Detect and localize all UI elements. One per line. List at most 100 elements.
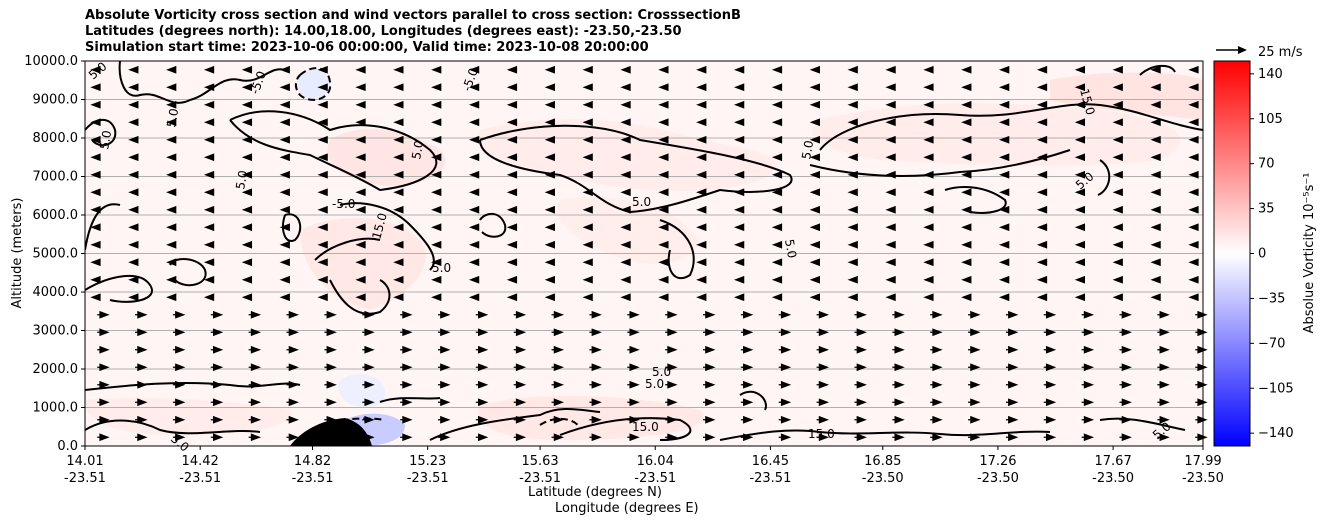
wind-vector (809, 100, 820, 109)
wind-vector (658, 275, 669, 284)
wind-vector (97, 345, 110, 354)
vorticity-patch (1050, 72, 1203, 120)
wind-vector (1112, 65, 1123, 74)
wind-vector (589, 380, 602, 389)
wind-vector (771, 223, 783, 232)
wind-vector (506, 188, 518, 197)
y-tick-label: 1000.0 (33, 401, 79, 416)
wind-vector (885, 135, 896, 144)
wind-vector (1150, 240, 1161, 249)
x-tick-label-lat: 17.67 (1095, 454, 1132, 469)
wind-vector (968, 398, 981, 407)
wind-vector (475, 310, 489, 319)
wind-vector (1112, 100, 1123, 109)
wind-vector (582, 240, 593, 249)
wind-vector (771, 275, 783, 284)
wind-vector (437, 398, 451, 407)
wind-vector (1036, 258, 1048, 267)
wind-vector (961, 100, 972, 109)
contour-line (85, 203, 121, 251)
wind-vector (1157, 433, 1170, 442)
wind-vector (998, 153, 1010, 162)
contour-line (809, 149, 1071, 177)
wind-vector (658, 188, 669, 197)
wind-vector (892, 345, 905, 354)
wind-vector (172, 328, 186, 337)
colorbar-tick-label: −35 (1258, 291, 1285, 306)
contour-line (429, 408, 601, 441)
wind-vector (847, 293, 858, 302)
wind-vector (393, 223, 404, 232)
wind-vector (431, 83, 442, 92)
quiver-key-label: 25 m/s (1258, 45, 1303, 60)
wind-vector (431, 188, 442, 197)
wind-vector (665, 380, 678, 389)
wind-vector (961, 240, 972, 249)
wind-vector (506, 205, 518, 214)
wind-vector (620, 135, 631, 144)
wind-vector (544, 275, 555, 284)
wind-vector (362, 310, 375, 319)
contour-line (1099, 417, 1186, 431)
contour-label: 5.0 (632, 195, 651, 209)
wind-vector (930, 398, 943, 407)
wind-vector (166, 135, 177, 144)
wind-vector (961, 188, 972, 197)
wind-vector (771, 293, 783, 302)
wind-vector (809, 83, 820, 92)
wind-vector (816, 310, 830, 319)
wind-vector (431, 293, 442, 302)
wind-vector (279, 153, 290, 162)
wind-vector (847, 275, 858, 284)
wind-vector (885, 153, 896, 162)
wind-vector (279, 205, 290, 214)
wind-vector (696, 65, 707, 74)
wind-vector (961, 275, 972, 284)
wind-vector (210, 328, 224, 337)
wind-vector (468, 205, 480, 214)
wind-vector (355, 65, 366, 74)
wind-vector (809, 223, 820, 232)
wind-vector (658, 258, 669, 267)
wind-vector (400, 310, 413, 319)
wind-vector (847, 135, 858, 144)
wind-vector (431, 205, 442, 214)
wind-vector (248, 328, 262, 337)
wind-vector (1150, 135, 1161, 144)
wind-vector (544, 65, 555, 74)
wind-vector (279, 118, 290, 127)
wind-vector (1112, 258, 1123, 267)
wind-vector (1074, 275, 1086, 284)
wind-vector (210, 433, 224, 442)
wind-vector (324, 310, 337, 319)
x-tick-label-lat: 15.63 (521, 454, 558, 469)
wind-vector (1036, 100, 1048, 109)
wind-vector (210, 380, 224, 389)
wind-vector (930, 328, 943, 337)
wind-vector (771, 83, 783, 92)
wind-vector (923, 153, 934, 162)
wind-vector (506, 170, 518, 179)
wind-vector (696, 258, 707, 267)
wind-vector (696, 205, 707, 214)
wind-vector (431, 170, 442, 179)
wind-vector (696, 83, 707, 92)
wind-vector (1188, 65, 1199, 74)
wind-vector (809, 118, 820, 127)
wind-vector (998, 275, 1010, 284)
x-tick-label-lon: -23.51 (634, 471, 676, 486)
wind-vector (1150, 83, 1161, 92)
wind-vector (778, 398, 792, 407)
x-tick-label-lon: -23.51 (407, 471, 449, 486)
wind-vector (1043, 380, 1057, 389)
wind-vector (166, 293, 177, 302)
wind-vector (816, 433, 830, 442)
wind-vector (286, 415, 300, 424)
wind-vector (696, 170, 707, 179)
wind-vector (393, 240, 404, 249)
wind-vector (816, 345, 830, 354)
wind-vector (665, 310, 678, 319)
wind-vector (778, 363, 792, 372)
wind-vector (816, 415, 830, 424)
colorbar-tick-label: −70 (1258, 336, 1285, 351)
